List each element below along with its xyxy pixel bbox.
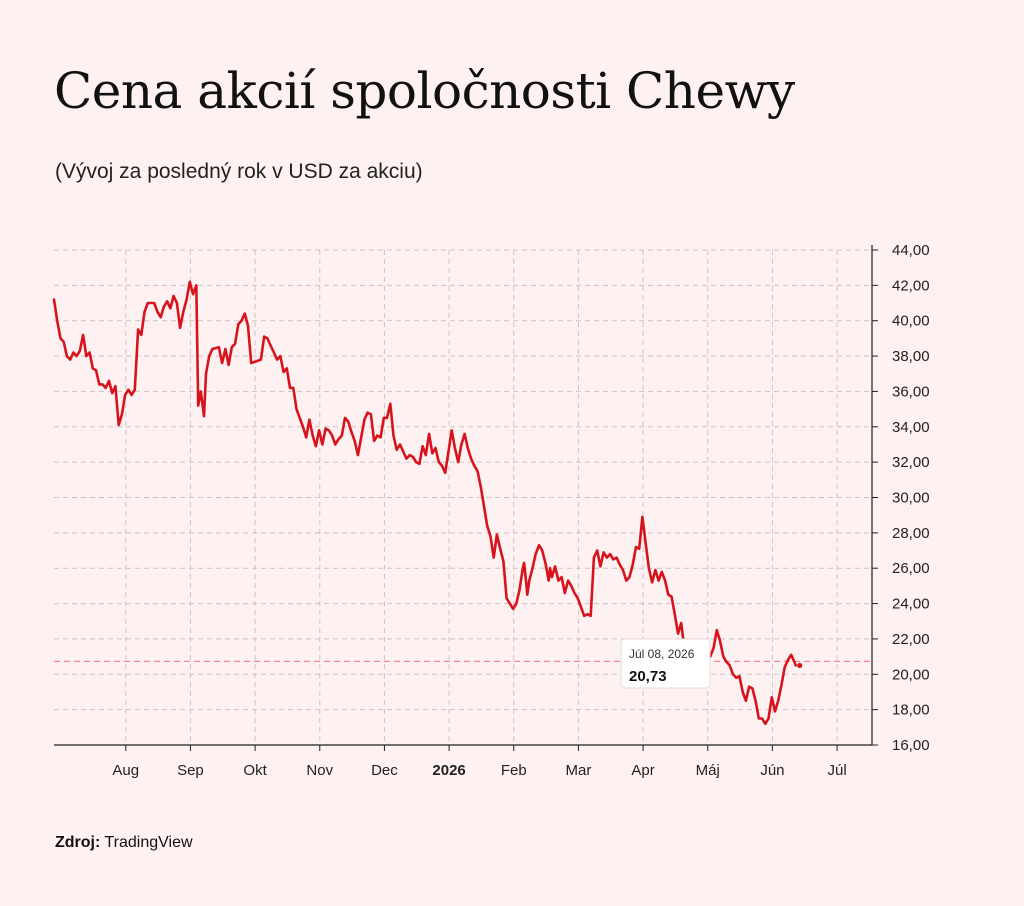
y-axis-ticks: 16,00 18,00 20,00 22,00 24,00 26,00 28,00 30,00… bbox=[872, 242, 930, 754]
x-tick-label: Aug bbox=[112, 762, 139, 779]
x-tick-label: Júl bbox=[827, 762, 846, 779]
y-tick-label: 16,00 bbox=[892, 737, 930, 754]
source-note: Zdroj: TradingView bbox=[55, 834, 193, 852]
y-tick-label: 38,00 bbox=[892, 348, 930, 365]
x-tick-label: Máj bbox=[696, 762, 720, 779]
x-tick-label: Dec bbox=[371, 762, 398, 779]
y-tick-label: 28,00 bbox=[892, 525, 930, 542]
x-tick-label: Jún bbox=[760, 762, 784, 779]
x-axis-ticks: Aug Sep Okt Nov Dec 2026 Feb Mar Apr Máj Jún Júl bbox=[112, 745, 847, 779]
x-tick-label: 2026 bbox=[432, 762, 465, 779]
x-tick-label: Sep bbox=[177, 762, 204, 779]
x-tick-label: Mar bbox=[566, 762, 592, 779]
price-series-line[interactable] bbox=[52, 280, 797, 726]
x-tick-label: Feb bbox=[501, 762, 527, 779]
y-tick-label: 24,00 bbox=[892, 596, 930, 613]
x-tick-label: Nov bbox=[306, 762, 333, 779]
y-tick-label: 20,00 bbox=[892, 666, 930, 683]
price-tooltip: Júl 08, 2026 20,73 bbox=[620, 638, 711, 689]
y-tick-label: 40,00 bbox=[892, 313, 930, 330]
source-label: Zdroj: bbox=[55, 834, 101, 851]
tooltip-value: 20,73 bbox=[629, 668, 667, 685]
source-value: TradingView bbox=[104, 834, 193, 851]
tooltip-box bbox=[620, 638, 711, 689]
x-tick-label: Apr bbox=[631, 762, 654, 779]
y-tick-label: 22,00 bbox=[892, 631, 930, 648]
y-tick-label: 26,00 bbox=[892, 560, 930, 577]
y-tick-label: 44,00 bbox=[892, 242, 930, 259]
y-tick-label: 18,00 bbox=[892, 702, 930, 719]
y-tick-label: 34,00 bbox=[892, 419, 930, 436]
y-tick-label: 36,00 bbox=[892, 383, 930, 400]
x-tick-label: Okt bbox=[243, 762, 267, 779]
page-subtitle: (Vývoj za posledný rok v USD za akciu) bbox=[55, 160, 423, 183]
last-price-marker[interactable] bbox=[797, 662, 803, 669]
y-tick-label: 32,00 bbox=[892, 454, 930, 471]
tooltip-date: Júl 08, 2026 bbox=[629, 647, 695, 661]
chart-grid bbox=[54, 249, 872, 746]
y-tick-label: 42,00 bbox=[892, 277, 930, 294]
page-title: Cena akcií spoločnosti Chewy bbox=[54, 62, 795, 120]
y-tick-label: 30,00 bbox=[892, 490, 930, 507]
chart-axes bbox=[54, 245, 873, 746]
